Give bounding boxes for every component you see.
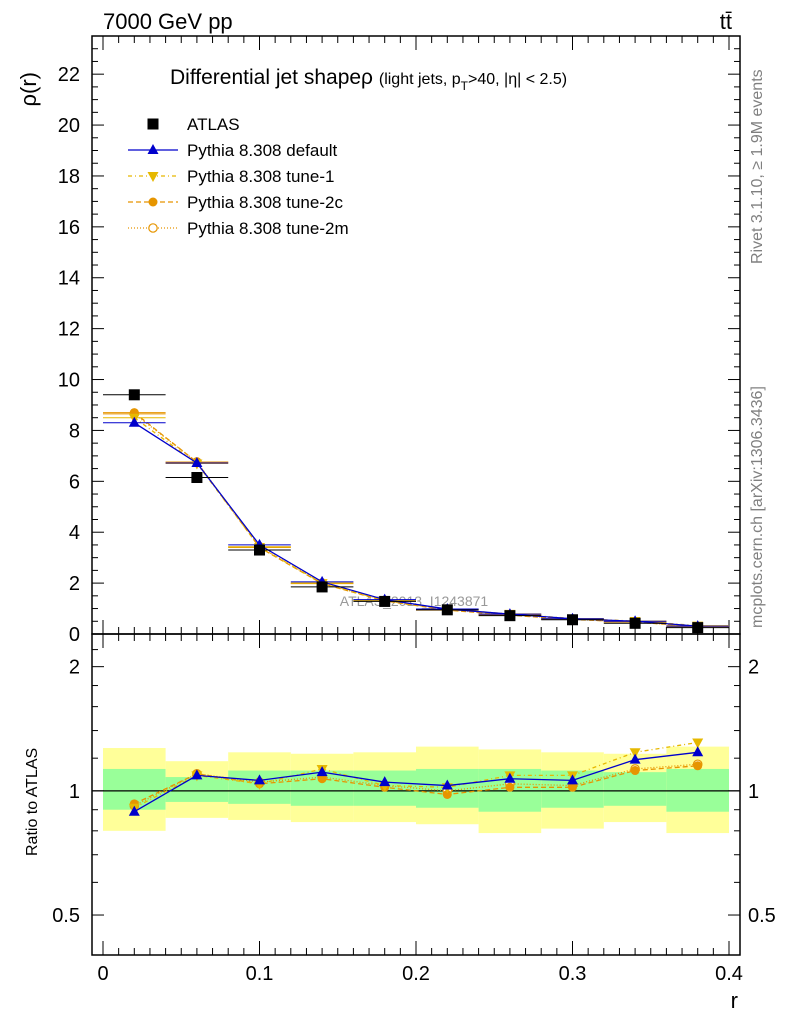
legend-marker-pythia-8-308-default: [147, 144, 159, 154]
y-tick-label: 20: [58, 115, 80, 137]
x-tick-label: 0.1: [246, 963, 274, 985]
ratio-point-pythia-8-308-default: [504, 772, 516, 783]
ratio-point-pythia-8-308-default: [254, 774, 265, 785]
plot-title-sub-a: (light jets, p: [379, 71, 461, 88]
y-tick-label: 8: [69, 420, 80, 442]
x-tick-label: 0.3: [559, 963, 587, 985]
legend-marker-pythia-8-308-tune-2m: [148, 223, 158, 233]
plot-title-sub-c: >40, |η| < 2.5): [468, 71, 567, 88]
header-left: 7000 GeV pp: [103, 9, 233, 34]
ratio-y-tick-label: 0.5: [52, 905, 80, 927]
y-tick-label: 10: [58, 370, 80, 392]
mcplots-label: mcplots.cern.ch [arXiv:1306.3436]: [749, 386, 766, 628]
ratio-y-tick-label-right: 2: [748, 657, 759, 679]
ratio-point-pythia-8-308-default: [441, 779, 453, 790]
ratio-line-pythia-8-308-tune-1: [134, 741, 698, 809]
point-atlas: [128, 389, 140, 401]
point-atlas: [629, 617, 641, 629]
x-tick-label: 0.4: [715, 963, 743, 985]
y-tick-label: 14: [58, 268, 80, 290]
x-tick-label: 0.2: [402, 963, 430, 985]
ratio-y-tick-label: 1: [69, 781, 80, 803]
ratio-point-pythia-8-308-tune-2c: [693, 761, 703, 771]
ratio-point-pythia-8-308-default: [567, 774, 578, 785]
legend-label-atlas: ATLAS: [187, 115, 240, 134]
point-atlas: [316, 581, 328, 593]
ratio-y-tick-label-right: 0.5: [748, 905, 776, 927]
ratio-point-pythia-8-308-default: [379, 776, 391, 787]
legend-label-pythia-8-308-default: Pythia 8.308 default: [187, 141, 338, 160]
legend-label-pythia-8-308-tune-2m: Pythia 8.308 tune-2m: [187, 219, 349, 238]
point-atlas: [379, 595, 391, 607]
x-axis-label: r: [731, 988, 738, 1013]
ratio-line-pythia-8-308-tune-2c: [134, 765, 698, 805]
y-tick-label: 6: [69, 471, 80, 493]
ratio-point-pythia-8-308-default: [629, 753, 641, 764]
ratio-point-pythia-8-308-default: [191, 769, 203, 780]
ratio-y-axis-label: Ratio to ATLAS: [24, 748, 41, 856]
rivet-label: Rivet 3.1.10, ≥ 1.9M events: [749, 69, 766, 264]
ratio-y-tick-label: 2: [69, 657, 80, 679]
ratio-point-pythia-8-308-default: [128, 805, 140, 816]
header-right: tt̄: [720, 9, 732, 34]
legend-marker-atlas: [147, 118, 159, 130]
ratio-band-stat: [603, 772, 667, 806]
y-tick-label: 22: [58, 64, 80, 86]
ratio-line-pythia-8-308-tune-2m: [134, 763, 698, 807]
ratio-point-pythia-8-308-tune-2c: [505, 782, 515, 792]
ratio-point-pythia-8-308-tune-2c: [317, 774, 327, 784]
ratio-point-pythia-8-308-default: [692, 746, 704, 757]
legend-label-pythia-8-308-tune-1: Pythia 8.308 tune-1: [187, 167, 334, 186]
plot-title: Differential jet shapeρ (light jets, pT>…: [170, 66, 567, 93]
plot-title-main: Differential jet shapeρ: [170, 66, 373, 89]
legend-marker-pythia-8-308-tune-2c: [148, 197, 158, 207]
y-tick-label: 18: [58, 166, 80, 188]
point-pythia-8-308-default: [191, 456, 203, 467]
ratio-point-pythia-8-308-tune-1: [692, 738, 704, 749]
y-tick-label: 12: [58, 319, 80, 341]
legend-marker-pythia-8-308-tune-1: [147, 172, 159, 182]
y-tick-label: 4: [69, 522, 80, 544]
y-tick-label: 0: [69, 624, 80, 646]
ratio-point-pythia-8-308-tune-2c: [630, 766, 640, 776]
y-tick-label: 16: [58, 217, 80, 239]
ratio-plot-panel: Ratio to ATLAS r: [24, 748, 738, 1013]
point-atlas: [692, 622, 704, 634]
plot-title-sub-b: T: [461, 79, 469, 93]
x-tick-label: 0: [97, 963, 108, 985]
point-atlas: [441, 604, 453, 616]
ratio-point-pythia-8-308-tune-2c: [442, 789, 452, 799]
point-atlas: [567, 614, 578, 626]
ratio-point-pythia-8-308-tune-2c: [568, 782, 577, 792]
ratio-y-tick-label-right: 1: [748, 781, 759, 803]
ratio-point-pythia-8-308-tune-1: [629, 748, 641, 759]
y-axis-label: ρ(r): [16, 72, 41, 107]
point-atlas: [191, 472, 203, 484]
y-tick-label: 2: [69, 573, 80, 595]
point-pythia-8-308-default: [128, 416, 140, 427]
ratio-point-pythia-8-308-default: [316, 766, 328, 777]
ratio-line-pythia-8-308-default: [133, 751, 698, 813]
legend-label-pythia-8-308-tune-2c: Pythia 8.308 tune-2c: [187, 193, 343, 212]
point-atlas: [254, 544, 265, 556]
point-atlas: [504, 610, 516, 622]
